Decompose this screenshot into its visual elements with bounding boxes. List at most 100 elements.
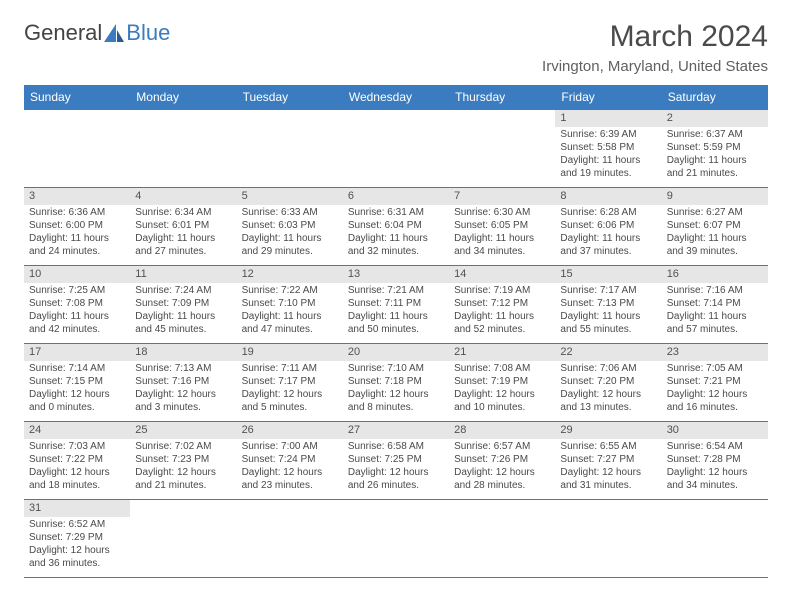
day-number: 23 bbox=[662, 344, 768, 361]
calendar-day-cell: 18Sunrise: 7:13 AMSunset: 7:16 PMDayligh… bbox=[130, 344, 236, 422]
calendar-day-cell: 1Sunrise: 6:39 AMSunset: 5:58 PMDaylight… bbox=[555, 110, 661, 188]
calendar-day-cell: 28Sunrise: 6:57 AMSunset: 7:26 PMDayligh… bbox=[449, 422, 555, 500]
calendar-day-cell: 17Sunrise: 7:14 AMSunset: 7:15 PMDayligh… bbox=[24, 344, 130, 422]
calendar-day-cell: 24Sunrise: 7:03 AMSunset: 7:22 PMDayligh… bbox=[24, 422, 130, 500]
day-info: Sunrise: 7:25 AMSunset: 7:08 PMDaylight:… bbox=[24, 283, 130, 340]
calendar-empty-cell bbox=[449, 110, 555, 188]
calendar-day-cell: 27Sunrise: 6:58 AMSunset: 7:25 PMDayligh… bbox=[343, 422, 449, 500]
day-info: Sunrise: 6:57 AMSunset: 7:26 PMDaylight:… bbox=[449, 439, 555, 496]
calendar-empty-cell bbox=[24, 110, 130, 188]
calendar-day-cell: 29Sunrise: 6:55 AMSunset: 7:27 PMDayligh… bbox=[555, 422, 661, 500]
day-number: 2 bbox=[662, 110, 768, 127]
day-info: Sunrise: 7:22 AMSunset: 7:10 PMDaylight:… bbox=[237, 283, 343, 340]
calendar-day-cell: 31Sunrise: 6:52 AMSunset: 7:29 PMDayligh… bbox=[24, 500, 130, 578]
day-number: 12 bbox=[237, 266, 343, 283]
day-number: 3 bbox=[24, 188, 130, 205]
title-block: March 2024 Irvington, Maryland, United S… bbox=[542, 20, 768, 75]
logo-text-1: General bbox=[24, 20, 102, 46]
day-number: 5 bbox=[237, 188, 343, 205]
day-number: 9 bbox=[662, 188, 768, 205]
calendar-day-cell: 20Sunrise: 7:10 AMSunset: 7:18 PMDayligh… bbox=[343, 344, 449, 422]
day-number: 8 bbox=[555, 188, 661, 205]
calendar-empty-cell bbox=[237, 110, 343, 188]
calendar-empty-cell bbox=[555, 500, 661, 578]
day-info: Sunrise: 7:13 AMSunset: 7:16 PMDaylight:… bbox=[130, 361, 236, 418]
calendar-head: SundayMondayTuesdayWednesdayThursdayFrid… bbox=[24, 85, 768, 110]
day-number: 28 bbox=[449, 422, 555, 439]
day-info: Sunrise: 6:31 AMSunset: 6:04 PMDaylight:… bbox=[343, 205, 449, 262]
calendar-week-row: 3Sunrise: 6:36 AMSunset: 6:00 PMDaylight… bbox=[24, 188, 768, 266]
calendar-day-cell: 21Sunrise: 7:08 AMSunset: 7:19 PMDayligh… bbox=[449, 344, 555, 422]
day-info: Sunrise: 7:05 AMSunset: 7:21 PMDaylight:… bbox=[662, 361, 768, 418]
day-number: 21 bbox=[449, 344, 555, 361]
calendar-day-cell: 30Sunrise: 6:54 AMSunset: 7:28 PMDayligh… bbox=[662, 422, 768, 500]
calendar-day-cell: 5Sunrise: 6:33 AMSunset: 6:03 PMDaylight… bbox=[237, 188, 343, 266]
calendar-day-cell: 12Sunrise: 7:22 AMSunset: 7:10 PMDayligh… bbox=[237, 266, 343, 344]
day-info: Sunrise: 7:17 AMSunset: 7:13 PMDaylight:… bbox=[555, 283, 661, 340]
day-number: 4 bbox=[130, 188, 236, 205]
calendar-day-cell: 22Sunrise: 7:06 AMSunset: 7:20 PMDayligh… bbox=[555, 344, 661, 422]
header: General Blue March 2024 Irvington, Maryl… bbox=[24, 20, 768, 75]
day-number: 11 bbox=[130, 266, 236, 283]
day-number: 7 bbox=[449, 188, 555, 205]
page-subtitle: Irvington, Maryland, United States bbox=[542, 58, 768, 75]
day-info: Sunrise: 7:14 AMSunset: 7:15 PMDaylight:… bbox=[24, 361, 130, 418]
calendar-empty-cell bbox=[662, 500, 768, 578]
day-info: Sunrise: 7:02 AMSunset: 7:23 PMDaylight:… bbox=[130, 439, 236, 496]
logo: General Blue bbox=[24, 20, 170, 46]
day-info: Sunrise: 7:00 AMSunset: 7:24 PMDaylight:… bbox=[237, 439, 343, 496]
calendar-week-row: 10Sunrise: 7:25 AMSunset: 7:08 PMDayligh… bbox=[24, 266, 768, 344]
day-number: 6 bbox=[343, 188, 449, 205]
day-number: 29 bbox=[555, 422, 661, 439]
calendar-empty-cell bbox=[237, 500, 343, 578]
calendar-day-cell: 26Sunrise: 7:00 AMSunset: 7:24 PMDayligh… bbox=[237, 422, 343, 500]
calendar-day-cell: 23Sunrise: 7:05 AMSunset: 7:21 PMDayligh… bbox=[662, 344, 768, 422]
calendar-day-cell: 15Sunrise: 7:17 AMSunset: 7:13 PMDayligh… bbox=[555, 266, 661, 344]
calendar-day-cell: 8Sunrise: 6:28 AMSunset: 6:06 PMDaylight… bbox=[555, 188, 661, 266]
calendar-day-cell: 10Sunrise: 7:25 AMSunset: 7:08 PMDayligh… bbox=[24, 266, 130, 344]
calendar-day-cell: 6Sunrise: 6:31 AMSunset: 6:04 PMDaylight… bbox=[343, 188, 449, 266]
day-number: 13 bbox=[343, 266, 449, 283]
day-number: 20 bbox=[343, 344, 449, 361]
day-number: 18 bbox=[130, 344, 236, 361]
day-number: 27 bbox=[343, 422, 449, 439]
calendar-table: SundayMondayTuesdayWednesdayThursdayFrid… bbox=[24, 85, 768, 578]
calendar-week-row: 1Sunrise: 6:39 AMSunset: 5:58 PMDaylight… bbox=[24, 110, 768, 188]
day-info: Sunrise: 7:08 AMSunset: 7:19 PMDaylight:… bbox=[449, 361, 555, 418]
calendar-week-row: 17Sunrise: 7:14 AMSunset: 7:15 PMDayligh… bbox=[24, 344, 768, 422]
day-number: 17 bbox=[24, 344, 130, 361]
calendar-day-cell: 19Sunrise: 7:11 AMSunset: 7:17 PMDayligh… bbox=[237, 344, 343, 422]
day-number: 15 bbox=[555, 266, 661, 283]
weekday-header: Sunday bbox=[24, 85, 130, 110]
day-number: 30 bbox=[662, 422, 768, 439]
calendar-empty-cell bbox=[130, 110, 236, 188]
day-info: Sunrise: 6:55 AMSunset: 7:27 PMDaylight:… bbox=[555, 439, 661, 496]
logo-text-2: Blue bbox=[126, 20, 170, 46]
weekday-header: Saturday bbox=[662, 85, 768, 110]
day-info: Sunrise: 7:11 AMSunset: 7:17 PMDaylight:… bbox=[237, 361, 343, 418]
calendar-day-cell: 3Sunrise: 6:36 AMSunset: 6:00 PMDaylight… bbox=[24, 188, 130, 266]
calendar-day-cell: 13Sunrise: 7:21 AMSunset: 7:11 PMDayligh… bbox=[343, 266, 449, 344]
day-info: Sunrise: 6:27 AMSunset: 6:07 PMDaylight:… bbox=[662, 205, 768, 262]
day-info: Sunrise: 6:58 AMSunset: 7:25 PMDaylight:… bbox=[343, 439, 449, 496]
day-info: Sunrise: 7:24 AMSunset: 7:09 PMDaylight:… bbox=[130, 283, 236, 340]
weekday-header: Friday bbox=[555, 85, 661, 110]
day-number: 24 bbox=[24, 422, 130, 439]
day-info: Sunrise: 6:34 AMSunset: 6:01 PMDaylight:… bbox=[130, 205, 236, 262]
day-info: Sunrise: 6:54 AMSunset: 7:28 PMDaylight:… bbox=[662, 439, 768, 496]
day-number: 16 bbox=[662, 266, 768, 283]
day-number: 25 bbox=[130, 422, 236, 439]
day-info: Sunrise: 7:21 AMSunset: 7:11 PMDaylight:… bbox=[343, 283, 449, 340]
weekday-header: Tuesday bbox=[237, 85, 343, 110]
calendar-empty-cell bbox=[343, 110, 449, 188]
weekday-header: Thursday bbox=[449, 85, 555, 110]
day-number: 1 bbox=[555, 110, 661, 127]
day-number: 26 bbox=[237, 422, 343, 439]
day-number: 14 bbox=[449, 266, 555, 283]
calendar-week-row: 31Sunrise: 6:52 AMSunset: 7:29 PMDayligh… bbox=[24, 500, 768, 578]
calendar-day-cell: 16Sunrise: 7:16 AMSunset: 7:14 PMDayligh… bbox=[662, 266, 768, 344]
calendar-day-cell: 2Sunrise: 6:37 AMSunset: 5:59 PMDaylight… bbox=[662, 110, 768, 188]
day-info: Sunrise: 6:28 AMSunset: 6:06 PMDaylight:… bbox=[555, 205, 661, 262]
weekday-header: Monday bbox=[130, 85, 236, 110]
calendar-empty-cell bbox=[130, 500, 236, 578]
